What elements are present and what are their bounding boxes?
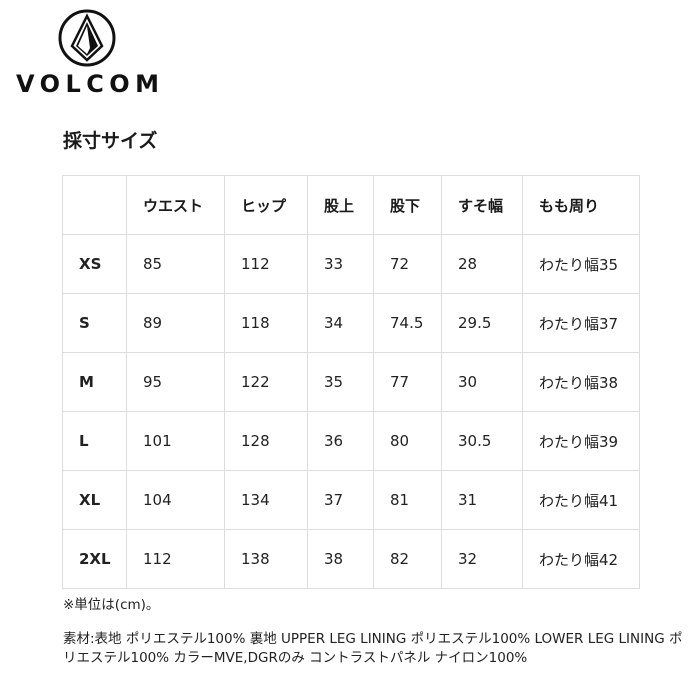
table-cell: 72 — [373, 234, 442, 294]
table-cell: 77 — [373, 352, 442, 412]
table-row: M 95 122 35 77 30 わたり幅38 — [62, 352, 640, 412]
table-cell: 122 — [224, 352, 308, 412]
table-row: L 101 128 36 80 30.5 わたり幅39 — [62, 411, 640, 471]
material-text: 素材:表地 ポリエステル100% 裏地 UPPER LEG LINING ポリエ… — [63, 631, 683, 666]
size-label: L — [62, 411, 127, 471]
table-row: XS 85 112 33 72 28 わたり幅35 — [62, 234, 640, 294]
table-cell: 134 — [224, 470, 308, 530]
table-cell: 101 — [126, 411, 225, 471]
table-cell: 81 — [373, 470, 442, 530]
column-header: 股下 — [373, 175, 442, 235]
size-label: 2XL — [62, 529, 127, 589]
table-row: 2XL 112 138 38 82 32 わたり幅42 — [62, 529, 640, 589]
volcom-logo: VOLCOM — [14, 8, 162, 94]
table-row: XL 104 134 37 81 31 わたり幅41 — [62, 470, 640, 530]
table-cell: わたり幅37 — [522, 293, 640, 353]
table-cell: 32 — [441, 529, 523, 589]
column-header: ヒップ — [224, 175, 308, 235]
table-cell: 36 — [307, 411, 374, 471]
unit-note: ※単位は(cm)。 — [63, 597, 160, 613]
column-header: もも周り — [522, 175, 640, 235]
table-cell: 34 — [307, 293, 374, 353]
table-cell: わたり幅39 — [522, 411, 640, 471]
table-cell: わたり幅41 — [522, 470, 640, 530]
table-cell: 37 — [307, 470, 374, 530]
table-cell: わたり幅35 — [522, 234, 640, 294]
table-row: S 89 118 34 74.5 29.5 わたり幅37 — [62, 293, 640, 353]
table-cell: 104 — [126, 470, 225, 530]
table-cell: 138 — [224, 529, 308, 589]
size-label: XS — [62, 234, 127, 294]
table-cell: わたり幅42 — [522, 529, 640, 589]
page-title: 採寸サイズ — [63, 130, 158, 152]
size-table: ウエスト ヒップ 股上 股下 すそ幅 もも周り XS 85 112 33 72 28 わたり幅35 S 8… — [62, 175, 640, 589]
table-header-row: ウエスト ヒップ 股上 股下 すそ幅 もも周り — [62, 175, 640, 235]
table-cell: 28 — [441, 234, 523, 294]
table-cell: 128 — [224, 411, 308, 471]
column-header: 股上 — [307, 175, 374, 235]
column-header — [62, 175, 127, 235]
table-cell: 85 — [126, 234, 225, 294]
table-cell: 80 — [373, 411, 442, 471]
svg-text:VOLCOM: VOLCOM — [16, 70, 160, 94]
table-cell: わたり幅38 — [522, 352, 640, 412]
table-cell: 29.5 — [441, 293, 523, 353]
column-header: すそ幅 — [441, 175, 523, 235]
column-header: ウエスト — [126, 175, 225, 235]
table-cell: 30.5 — [441, 411, 523, 471]
table-cell: 35 — [307, 352, 374, 412]
table-cell: 31 — [441, 470, 523, 530]
table-cell: 38 — [307, 529, 374, 589]
size-label: M — [62, 352, 127, 412]
table-cell: 112 — [224, 234, 308, 294]
table-cell: 118 — [224, 293, 308, 353]
table-cell: 74.5 — [373, 293, 442, 353]
table-cell: 82 — [373, 529, 442, 589]
table-cell: 89 — [126, 293, 225, 353]
table-cell: 95 — [126, 352, 225, 412]
size-label: XL — [62, 470, 127, 530]
size-label: S — [62, 293, 127, 353]
table-cell: 30 — [441, 352, 523, 412]
table-cell: 112 — [126, 529, 225, 589]
table-cell: 33 — [307, 234, 374, 294]
